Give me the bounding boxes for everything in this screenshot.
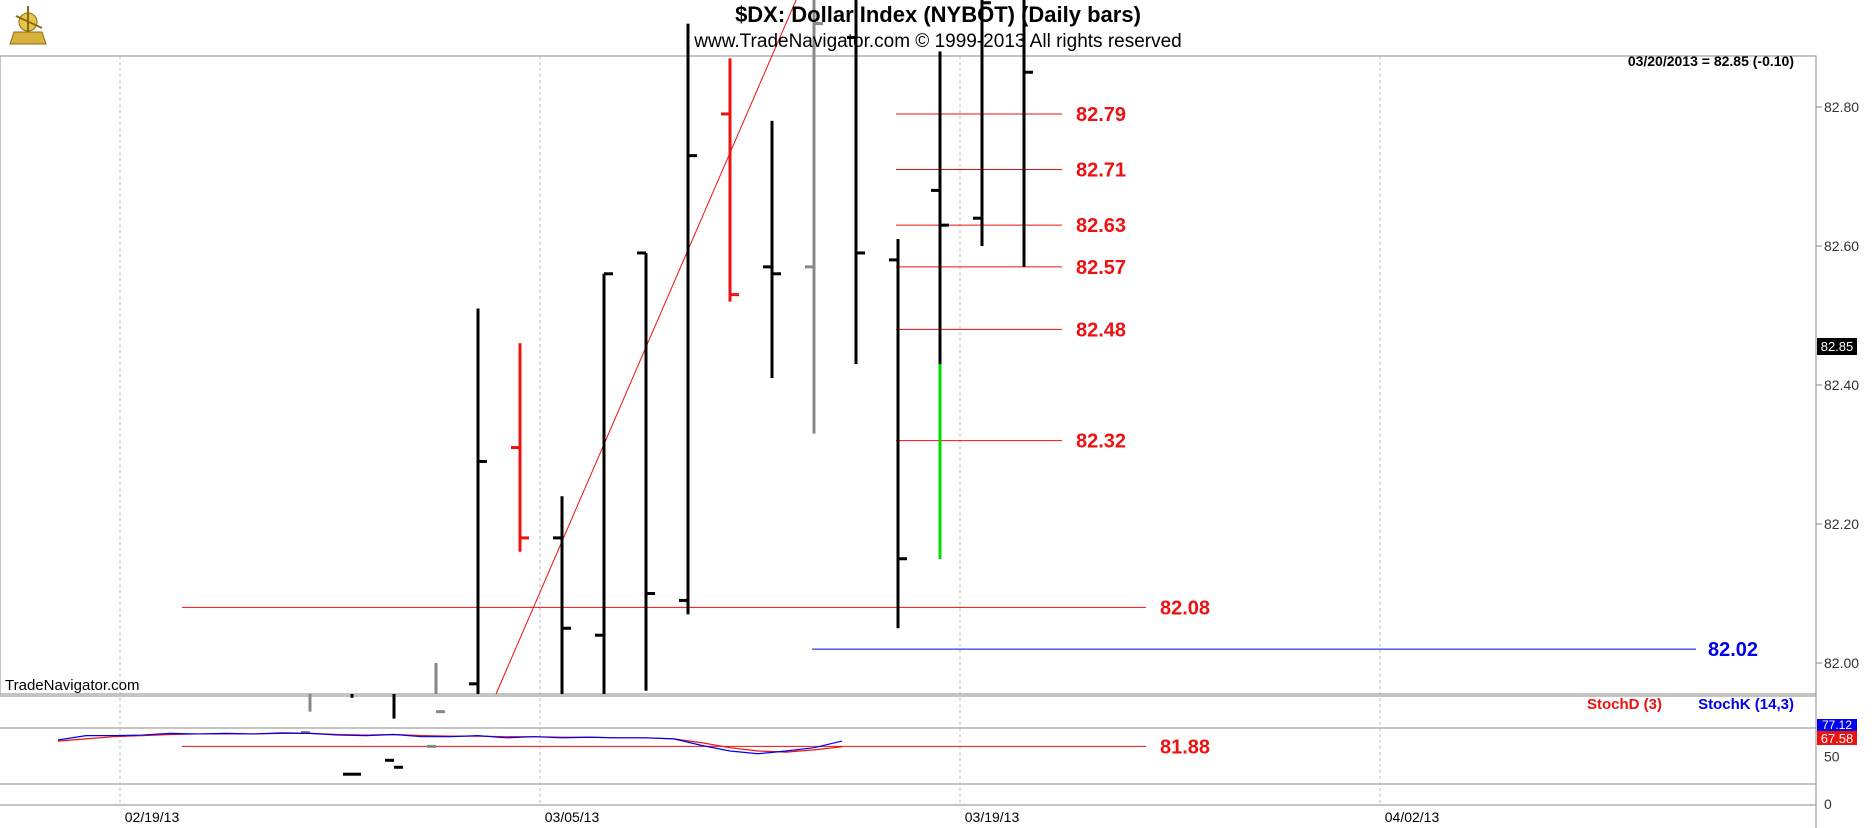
level-label: 82.71 [1076, 160, 1126, 182]
chart-title: $DX: Dollar Index (NYBOT) (Daily bars) [735, 2, 1141, 27]
level-label: 82.57 [1076, 257, 1126, 279]
stochk-line [57, 732, 843, 755]
vertical-gridlines [119, 56, 1381, 805]
level-label: 82.08 [1160, 597, 1210, 619]
price-tick-label: 82.20 [1824, 516, 1859, 532]
date-tick-label: 02/19/13 [125, 809, 180, 825]
price-tick-label: 82.00 [1824, 655, 1859, 671]
watermark: TradeNavigator.com [5, 677, 140, 694]
level-label: 82.32 [1076, 431, 1126, 453]
stochk-legend: StochK (14,3) [1698, 696, 1794, 713]
osc-tick-label: 50 [1824, 749, 1840, 765]
osc-tags: 77.12 67.58 [1817, 718, 1857, 746]
trendline-segment [495, 0, 797, 695]
chart-frame [0, 55, 1817, 828]
support-resistance-levels: 83.5683.5683.4983.2183.1283.0882.7982.71… [182, 104, 1758, 758]
price-tag: 82.85 [1817, 338, 1857, 355]
price-tick-label: 82.40 [1824, 377, 1859, 393]
price-tick-label: 82.60 [1824, 238, 1859, 254]
level-label: 81.88 [1160, 736, 1210, 758]
chart-subtitle: www.TradeNavigator.com © 1999-2013 All r… [694, 31, 1182, 52]
last-quote: 03/20/2013 = 82.85 (-0.10) [1628, 53, 1794, 69]
stochd-legend: StochD (3) [1587, 696, 1662, 713]
level-label: 82.79 [1076, 104, 1126, 126]
price-tick-label: 82.80 [1824, 99, 1859, 115]
price-axis: 83.6083.4083.2083.0082.8082.6082.4082.20… [1816, 99, 1859, 671]
date-axis: 02/19/13 03/05/13 03/19/13 04/02/13 [125, 809, 1440, 825]
stochk-tag: 77.12 [1822, 718, 1852, 732]
date-tick-label: 04/02/13 [1385, 809, 1440, 825]
level-label: 82.63 [1076, 215, 1126, 237]
date-tick-label: 03/05/13 [545, 809, 600, 825]
level-label: 82.02 [1708, 639, 1758, 661]
date-tick-label: 03/19/13 [965, 809, 1020, 825]
trade-navigator-logo [9, 6, 47, 45]
price-tag-text: 82.85 [1821, 339, 1854, 354]
stochastic-oscillator: 100500 [57, 721, 1848, 812]
trendline [495, 0, 797, 695]
osc-tick-label: 0 [1824, 796, 1832, 812]
stochd-tag: 67.58 [1821, 731, 1854, 746]
level-label: 82.48 [1076, 319, 1126, 341]
ohlc-bars [301, 0, 1033, 776]
